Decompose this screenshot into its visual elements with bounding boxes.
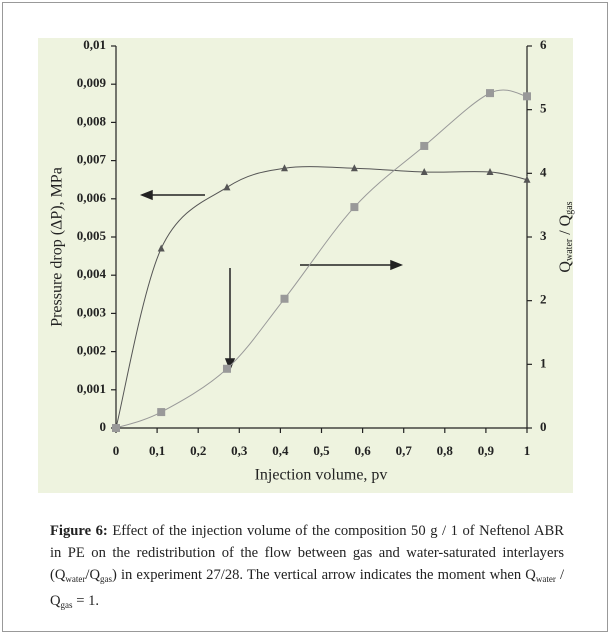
- triangle-marker: [281, 164, 289, 172]
- y2-axis-label-part: Q: [557, 261, 574, 273]
- square-marker: [350, 203, 359, 212]
- x-tick-label: 0,3: [231, 443, 248, 458]
- y-tick-label: 0,006: [77, 190, 107, 205]
- figure-frame: [2, 2, 608, 632]
- caption-run: gas: [60, 600, 73, 610]
- y-tick-label: 0,001: [77, 381, 106, 396]
- x-tick-label: 0,6: [354, 443, 371, 458]
- caption-run: Figure 6:: [50, 523, 108, 539]
- caption: Figure 6: Effect of the injection volume…: [50, 520, 564, 616]
- x-tick-label: 0: [113, 443, 120, 458]
- chart: Injection volume, pv Pressure drop (ΔP),…: [38, 37, 576, 493]
- triangle-marker: [350, 164, 358, 172]
- y2-axis-label-part: / Q: [557, 214, 574, 238]
- y2-axis-label-part: gas: [564, 201, 575, 214]
- triangle-marker: [420, 168, 428, 176]
- y-tick-label: 0,002: [77, 343, 106, 358]
- square-marker: [523, 92, 531, 101]
- y2-tick-label: 3: [540, 228, 547, 243]
- x-tick-label: 0,8: [437, 443, 454, 458]
- y2-tick-label: 4: [540, 164, 547, 179]
- x-tick-label: 1: [524, 443, 531, 458]
- x-tick-label: 0,7: [396, 443, 413, 458]
- y2-tick-label: 2: [540, 292, 547, 307]
- y2-axis-label: Qwater / Qgas: [557, 201, 576, 272]
- annotation-arrows: [139, 189, 404, 372]
- triangle-marker: [523, 175, 531, 183]
- y-tick-label: 0: [100, 419, 107, 434]
- triangle-marker: [486, 168, 494, 176]
- square-marker: [486, 89, 495, 98]
- triangle-marker: [223, 183, 231, 191]
- caption-run: = 1.: [72, 593, 100, 609]
- caption-run: Effect of the injection volume of the co…: [50, 523, 564, 583]
- y2-tick-label: 5: [540, 101, 547, 116]
- square-marker: [280, 294, 289, 303]
- square-marker: [157, 408, 166, 417]
- caption-run: water: [65, 574, 86, 584]
- square-marker: [420, 141, 429, 150]
- series-line: [115, 166, 528, 429]
- x-tick-label: 0,2: [190, 443, 206, 458]
- y2-tick-label: 0: [540, 419, 547, 434]
- caption-run: / Q: [50, 567, 565, 609]
- caption-run: water: [535, 574, 556, 584]
- square-marker: [112, 424, 120, 432]
- y-tick-label: 0,004: [77, 266, 107, 281]
- y-tick-label: 0,005: [77, 228, 107, 243]
- y2-axis-label-part: water: [564, 238, 575, 261]
- y-tick-label: 0,009: [77, 75, 107, 90]
- x-tick-label: 0,1: [149, 443, 165, 458]
- x-tick-label: 0,9: [478, 443, 495, 458]
- caption-run: /Q: [85, 567, 100, 583]
- y-axis-label: Pressure drop (ΔP), MPa: [49, 167, 66, 327]
- square-marker: [222, 364, 231, 373]
- caption-run: gas: [100, 574, 112, 584]
- series-line: [115, 89, 528, 429]
- y2-tick-label: 1: [540, 355, 547, 370]
- y-tick-label: 0,003: [77, 304, 107, 319]
- triangle-marker: [157, 244, 165, 252]
- y2-tick-label: 6: [540, 37, 547, 52]
- y-tick-label: 0,007: [77, 152, 107, 167]
- y-tick-label: 0,01: [83, 37, 106, 52]
- x-tick-label: 0,5: [313, 443, 330, 458]
- caption-run: ) in experiment 27/28. The vertical arro…: [112, 567, 536, 583]
- x-tick-label: 0,4: [272, 443, 289, 458]
- y-tick-label: 0,008: [77, 113, 107, 128]
- x-axis-label: Injection volume, pv: [255, 467, 388, 484]
